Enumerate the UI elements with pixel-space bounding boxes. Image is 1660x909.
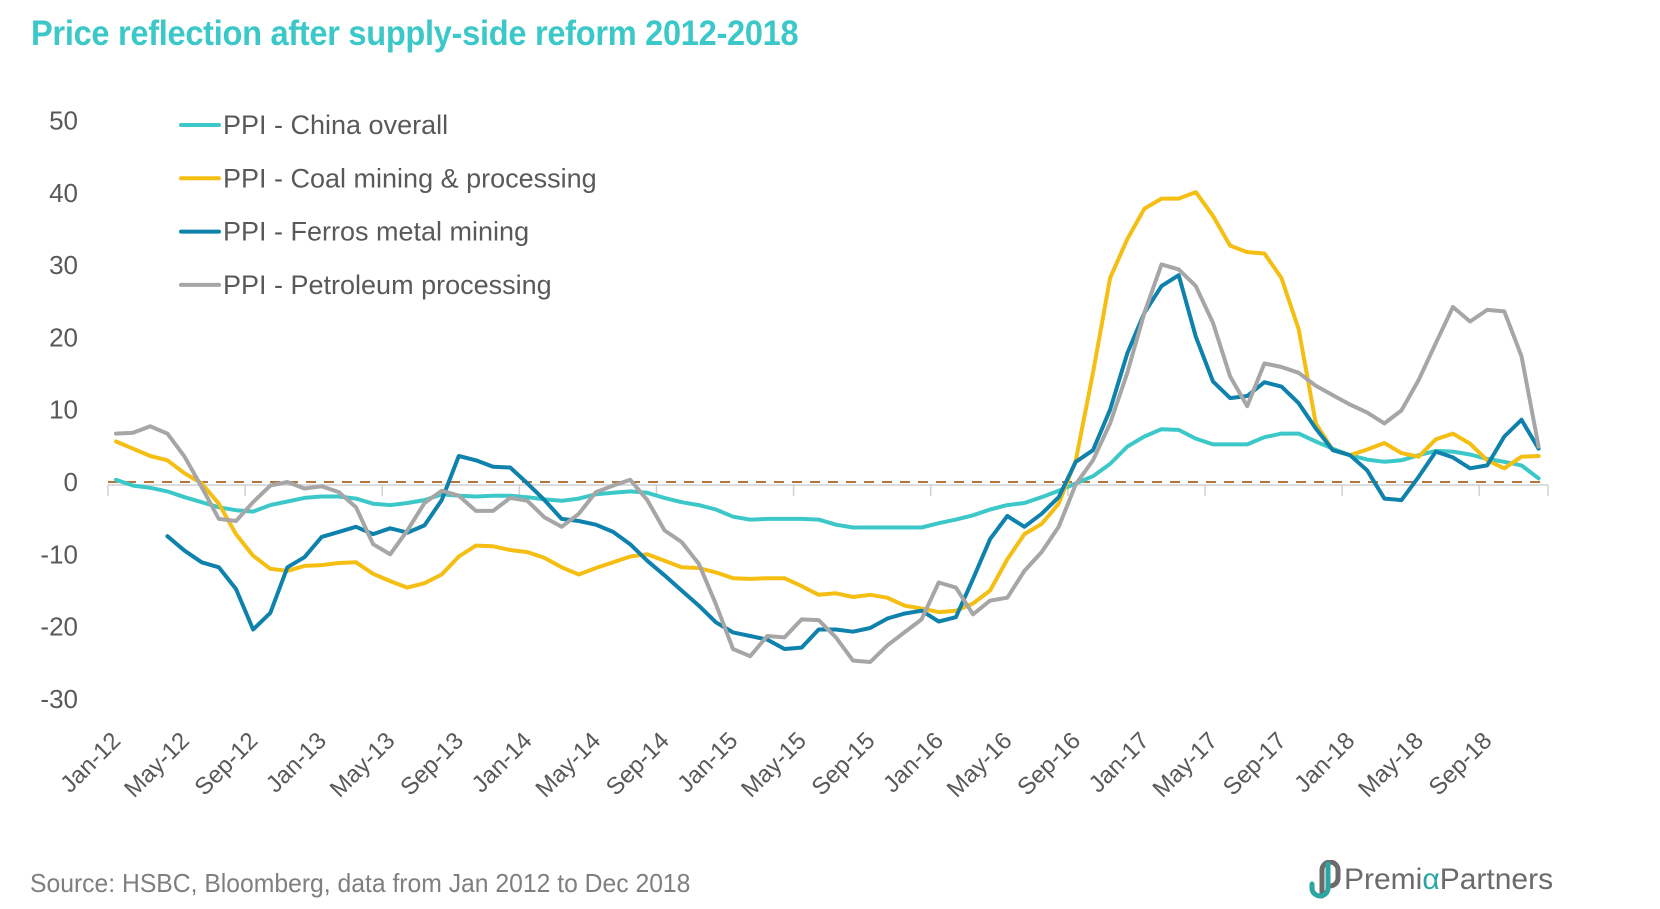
x-axis: Jan-12May-12Sep-12Jan-13May-13Sep-13Jan-… xyxy=(55,484,1549,803)
premia-logo-icon xyxy=(1309,860,1341,899)
legend-item: PPI - Petroleum processing xyxy=(179,270,552,300)
legend-item: PPI - Coal mining & processing xyxy=(179,163,597,193)
x-tick-label: May-12 xyxy=(119,727,195,803)
legend-label: PPI - China overall xyxy=(223,110,448,140)
chart-title: Price reflection after supply-side refor… xyxy=(31,14,799,53)
x-tick-label: Sep-16 xyxy=(1012,727,1086,801)
y-tick-label: 10 xyxy=(49,395,78,425)
legend-label: PPI - Petroleum processing xyxy=(223,270,552,300)
premia-partners-logo: PremiαPartners xyxy=(1308,860,1553,900)
logo-wordmark: PremiαPartners xyxy=(1344,863,1553,897)
y-tick-label: 30 xyxy=(49,250,78,280)
x-tick-label: Jan-15 xyxy=(672,727,743,798)
x-tick-label: Sep-14 xyxy=(601,727,675,801)
x-tick-label: May-14 xyxy=(530,727,606,803)
x-tick-label: Jan-14 xyxy=(467,727,538,798)
series-line-1 xyxy=(114,427,1541,530)
y-tick-label: 50 xyxy=(49,106,78,136)
y-tick-label: 20 xyxy=(49,322,78,352)
y-tick-label: 0 xyxy=(64,467,78,497)
x-tick-label: May-15 xyxy=(736,727,812,803)
x-tick-label: Sep-12 xyxy=(190,727,264,801)
x-tick-label: Jan-17 xyxy=(1084,727,1155,798)
source-note: Source: HSBC, Bloomberg, data from Jan 2… xyxy=(30,868,691,898)
series-line-2 xyxy=(114,190,1541,615)
x-axis-labels: Jan-12May-12Sep-12Jan-13May-13Sep-13Jan-… xyxy=(55,727,1497,803)
x-tick-label: Sep-13 xyxy=(395,727,469,801)
y-axis: 50 40 30 20 10 0 -10 -20 -30 xyxy=(40,106,78,714)
legend-label: PPI - Coal mining & processing xyxy=(223,163,597,193)
x-tick-label: Sep-17 xyxy=(1218,727,1292,801)
x-tick-label: Jan-13 xyxy=(261,727,332,798)
y-tick-label: -20 xyxy=(40,612,78,642)
series-lines xyxy=(114,190,1541,664)
x-tick-label: Sep-15 xyxy=(807,727,881,801)
legend: PPI - China overall PPI - Coal mining & p… xyxy=(179,110,597,300)
x-tick-label: Jan-18 xyxy=(1289,727,1360,798)
logo-text-premi: Premi xyxy=(1344,863,1423,896)
series-line-3 xyxy=(165,273,1541,651)
series-line-4 xyxy=(114,262,1541,664)
y-tick-label: 40 xyxy=(49,178,78,208)
legend-label: PPI - Ferros metal mining xyxy=(223,217,529,247)
x-tick-label: May-17 xyxy=(1148,727,1224,803)
x-tick-label: May-13 xyxy=(325,727,401,803)
x-tick-label: Jan-16 xyxy=(878,727,949,798)
x-tick-label: May-16 xyxy=(942,727,1018,803)
y-tick-label: -10 xyxy=(40,539,78,569)
legend-item: PPI - Ferros metal mining xyxy=(179,217,529,247)
x-tick-label: Sep-18 xyxy=(1424,727,1498,801)
legend-item: PPI - China overall xyxy=(179,110,448,140)
logo-text-partners: Partners xyxy=(1439,863,1554,896)
y-tick-label: -30 xyxy=(40,684,78,714)
logo-text-alpha: α xyxy=(1422,863,1440,896)
x-tick-label: Jan-12 xyxy=(55,727,126,798)
x-tick-label: May-18 xyxy=(1353,727,1429,803)
